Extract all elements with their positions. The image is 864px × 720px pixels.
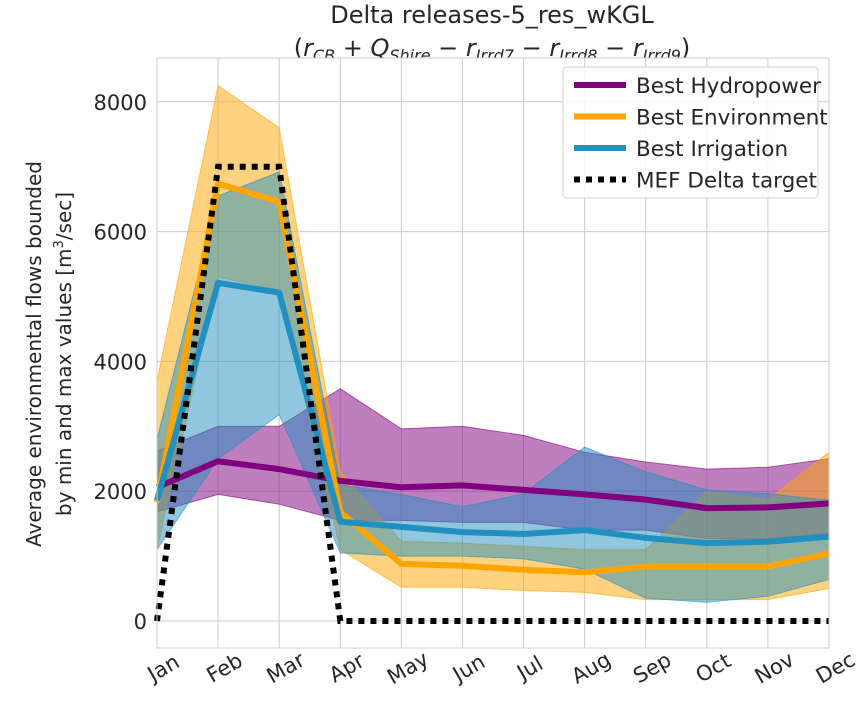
x-tick-label: Oct	[692, 648, 735, 687]
plot-frame	[156, 57, 830, 649]
x-tick-label: Apr	[325, 648, 369, 687]
y-tick-label: 4000	[94, 350, 147, 374]
x-tick-label: May	[383, 647, 433, 689]
y-tick-label: 2000	[94, 480, 147, 504]
legend-label: Best Irrigation	[636, 137, 788, 162]
x-tick-label: Feb	[202, 648, 246, 687]
x-tick-label: Jun	[447, 649, 489, 687]
y-tick-label: 0	[134, 610, 147, 634]
chart-title: Delta releases-5_res_wKGL	[330, 1, 654, 29]
x-tick-label: Nov	[751, 647, 799, 688]
x-tick-label: Sep	[629, 648, 675, 689]
line-best-irrigation	[154, 279, 830, 547]
x-tick-label: Jan	[142, 649, 184, 687]
x-tick-label: Dec	[812, 647, 859, 688]
y-tick-label: 8000	[94, 91, 147, 115]
line-best-environment	[154, 180, 830, 576]
legend-label: MEF Delta target	[636, 169, 817, 194]
y-tick-label: 6000	[94, 221, 147, 245]
legend-label: Best Hydropower	[636, 74, 821, 99]
line-best-hydropower	[155, 458, 830, 512]
legend-label: Best Environment	[636, 106, 828, 131]
legend: Best Hydropower Best Environment Best Irri…	[562, 66, 828, 199]
y-axis-label-line1: Average environmental flows bounded	[22, 161, 46, 547]
x-tick-label: Mar	[263, 647, 310, 688]
line-mef-delta-target	[154, 163, 829, 624]
x-tick-label: Jul	[511, 651, 547, 685]
legend-box	[562, 66, 819, 199]
x-tick-label: Aug	[567, 647, 615, 688]
y-axis-label-line2: by min and max values [m3/sec]	[52, 192, 76, 516]
